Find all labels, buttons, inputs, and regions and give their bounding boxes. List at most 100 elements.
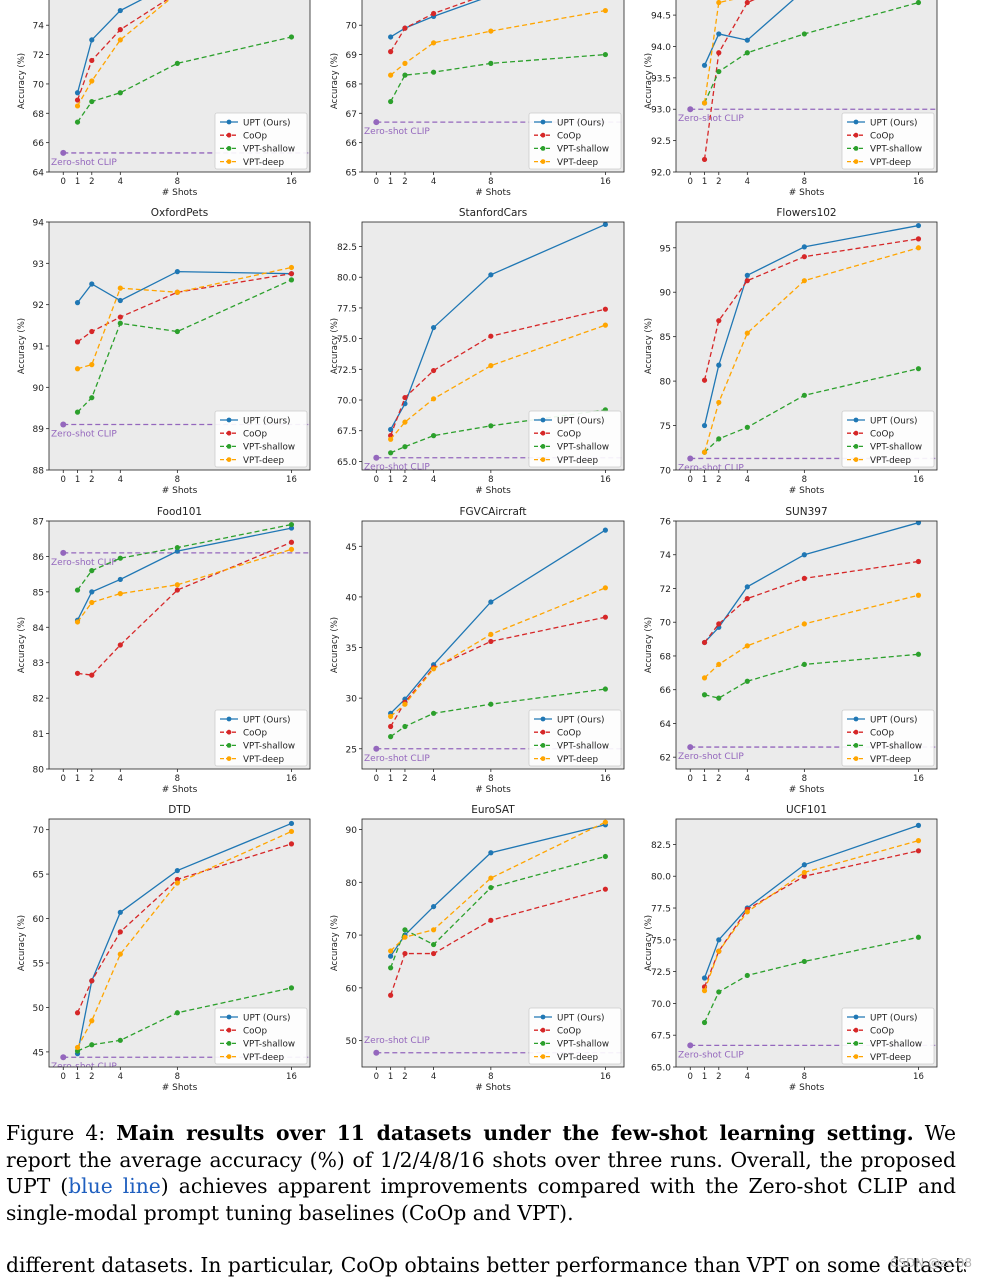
y-tick-label: 89 (33, 425, 45, 435)
legend-marker-upt (853, 716, 859, 722)
legend-label-coop: CoOp (557, 430, 581, 440)
data-point-vpt_deep (744, 643, 750, 649)
x-tick-label: 16 (286, 177, 297, 187)
data-point-vpt_deep (174, 289, 180, 295)
x-tick-label: 1 (702, 177, 707, 187)
data-point-vpt_deep (701, 100, 708, 106)
zeroshot-point (687, 106, 694, 113)
x-tick-label: 16 (600, 475, 611, 485)
data-point-coop (402, 25, 408, 31)
chart-panel: 45 50 55 60 65 70 0 1 2 4 8 16 # Shots Accuracy (%) DT… (17, 804, 311, 1093)
series-line-coop (704, 560, 919, 643)
series-line-vpt_deep (703, 0, 734, 104)
data-point-vpt_shallow (716, 436, 722, 442)
legend-label-vpt_deep: VPT-deep (243, 755, 284, 765)
x-tick-label: 0 (374, 1072, 379, 1082)
y-axis-label: Accuracy (%) (644, 915, 654, 971)
legend-marker-vpt_deep (853, 159, 859, 165)
legend-marker-vpt_deep (540, 756, 546, 761)
chart-panel: 88 89 90 91 92 93 94 0 1 2 4 8 16 # Shots Accuracy (%)… (17, 207, 311, 496)
legend-label-vpt_deep: VPT-deep (243, 158, 284, 168)
x-tick-label: 4 (118, 774, 123, 784)
data-point-vpt_shallow (488, 423, 494, 429)
y-tick-label: 91 (33, 343, 44, 353)
data-point-vpt_shallow (716, 68, 722, 75)
x-tick-label: 1 (75, 774, 80, 784)
data-point-coop (117, 314, 123, 320)
y-tick-label: 75.0 (651, 936, 671, 946)
data-point-vpt_shallow (388, 98, 394, 105)
x-axis-label: # Shots (475, 188, 511, 198)
y-axis-label: Accuracy (%) (330, 915, 340, 971)
legend-label-vpt_deep: VPT-deep (243, 456, 284, 466)
data-point-coop (915, 848, 922, 854)
legend-marker-vpt_shallow (853, 444, 859, 449)
data-point-vpt_deep (117, 37, 123, 43)
y-tick-label: 94.0 (651, 43, 671, 53)
caption-link[interactable]: blue line (68, 1174, 161, 1198)
data-point-upt (488, 850, 494, 856)
legend-label-vpt_deep: VPT-deep (557, 158, 598, 168)
legend-marker-coop (853, 729, 859, 735)
data-point-upt (716, 937, 722, 943)
data-point-vpt_deep (388, 436, 394, 442)
data-point-vpt_deep (388, 948, 394, 954)
x-tick-label: 1 (75, 1072, 80, 1082)
legend-label-upt: UPT (Ours) (243, 715, 290, 725)
x-tick-label: 16 (286, 1072, 297, 1082)
y-tick-label: 74 (660, 551, 672, 561)
y-tick-label: 77.5 (651, 905, 671, 915)
caption-bold: Main results over 11 datasets under the … (116, 1121, 914, 1145)
data-point-upt (602, 222, 608, 228)
data-point-vpt_deep (288, 828, 295, 835)
x-tick-label: 0 (688, 1072, 693, 1082)
data-point-vpt_shallow (488, 701, 494, 707)
y-tick-label: 81 (33, 730, 44, 740)
data-point-coop (602, 614, 608, 620)
data-point-coop (801, 254, 807, 260)
x-tick-label: 8 (175, 177, 180, 187)
data-point-vpt_deep (74, 1044, 81, 1051)
data-point-upt (388, 953, 394, 959)
zeroshot-point (373, 745, 380, 752)
series-line-vpt_deep (77, 548, 292, 623)
y-tick-label: 90 (346, 826, 358, 836)
data-point-vpt_deep (89, 1018, 95, 1024)
legend-marker-vpt_deep (540, 1054, 546, 1059)
data-point-upt (915, 822, 922, 828)
data-point-coop (74, 97, 81, 103)
data-point-coop (801, 873, 807, 879)
legend-marker-coop (226, 1027, 232, 1033)
data-point-vpt_shallow (388, 450, 394, 456)
data-point-vpt_deep (402, 419, 408, 425)
y-tick-label: 93.0 (651, 106, 671, 116)
legend-marker-vpt_shallow (226, 743, 232, 748)
y-tick-label: 72 (33, 51, 44, 61)
data-point-coop (288, 539, 295, 545)
legend-label-vpt_deep: VPT-deep (557, 1053, 598, 1063)
x-tick-label: 4 (118, 475, 123, 485)
plot-content: Zero-shot CLIP (364, 527, 624, 764)
legend-label-coop: CoOp (557, 132, 581, 142)
y-tick-label: 86 (33, 553, 45, 563)
legend-label-vpt_shallow: VPT-shallow (243, 1040, 295, 1050)
data-point-vpt_shallow (288, 521, 295, 528)
plot-content: Zero-shot CLIP (678, 0, 937, 163)
data-point-vpt_shallow (701, 692, 708, 698)
data-point-upt (801, 552, 807, 558)
data-point-coop (430, 10, 437, 17)
legend: UPT (Ours) CoOp VPT-shallow VPT-deep (214, 410, 308, 468)
y-tick-label: 95 (660, 244, 671, 254)
plot-content: Zero-shot CLIP (678, 822, 937, 1060)
data-point-vpt_deep (402, 701, 408, 707)
legend-box (214, 410, 308, 468)
plot-content: Zero-shot CLIP (51, 820, 310, 1067)
x-axis-label: # Shots (789, 785, 825, 795)
legend-marker-upt (853, 119, 859, 125)
y-tick-label: 70.0 (651, 1000, 671, 1010)
data-point-upt (488, 272, 494, 278)
series-line-coop (77, 541, 292, 676)
data-point-vpt_shallow (402, 72, 408, 78)
y-tick-label: 84 (33, 624, 45, 634)
legend-marker-vpt_deep (540, 159, 546, 165)
